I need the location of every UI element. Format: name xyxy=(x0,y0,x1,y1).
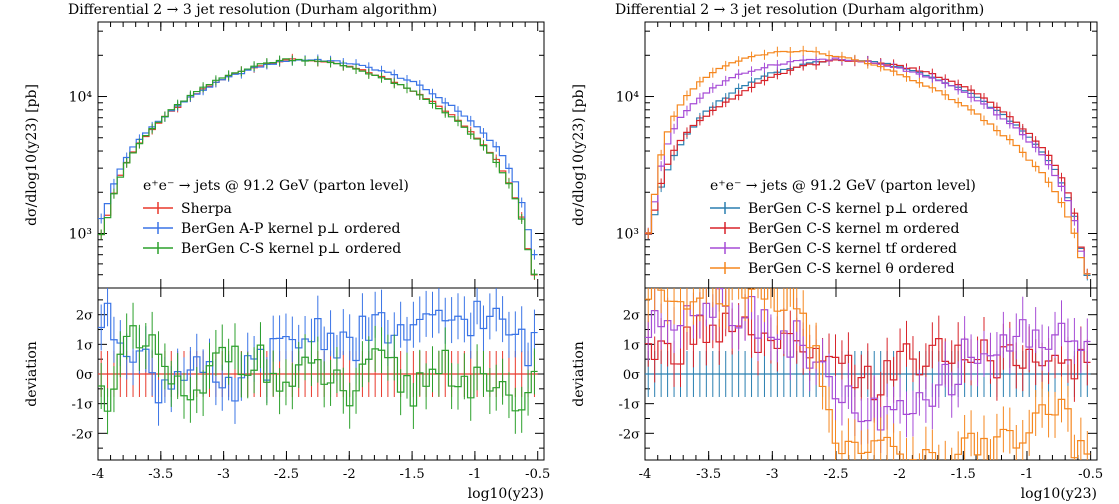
ratio-tick-label: 2σ xyxy=(623,309,640,324)
x-axis-label: log10(y23) xyxy=(1021,486,1097,502)
x-tick-label: -2.5 xyxy=(274,467,299,482)
x-tick-label: -0.5 xyxy=(1078,467,1103,482)
legend-label: BerGen C-S kernel m ordered xyxy=(748,221,959,237)
series-bergen-c-s-kernel-p-ordered-deviation-line xyxy=(98,325,538,412)
chart-title: Differential 2 → 3 jet resolution (Durha… xyxy=(615,2,984,18)
y-tick-label: 10³ xyxy=(69,226,92,242)
main-series-group xyxy=(645,45,1091,281)
legend-label: Sherpa xyxy=(181,201,232,217)
legend-label: BerGen C-S kernel tf ordered xyxy=(748,241,957,257)
ratio-tick-label: 1σ xyxy=(76,338,93,353)
series-bergen-c-s-kernel-ordered-line xyxy=(645,50,1091,275)
x-axis-label: log10(y23) xyxy=(468,486,544,502)
legend-label: BerGen C-S kernel p⊥ ordered xyxy=(748,201,968,217)
ratio-tick-label: 2σ xyxy=(76,309,93,324)
ratio-tick-label: 1σ xyxy=(623,338,640,353)
y-tick-label: 10³ xyxy=(616,226,639,242)
x-tick-label: -4 xyxy=(92,467,105,482)
ratio-tick-label: 0σ xyxy=(76,368,93,383)
y-axis-label: dσ/dlog10(y23) [pb] xyxy=(571,84,587,226)
x-tick-label: -1.5 xyxy=(400,467,425,482)
legend-label: BerGen C-S kernel p⊥ ordered xyxy=(181,241,401,257)
legend-label: BerGen C-S kernel θ ordered xyxy=(748,261,955,277)
ratio-tick-label: 0σ xyxy=(623,368,640,383)
x-tick-label: -1 xyxy=(469,467,482,482)
x-tick-label: -0.5 xyxy=(525,467,550,482)
x-tick-label: -2.5 xyxy=(823,467,848,482)
series-bergen-a-p-kernel-p-ordered-deviation-line xyxy=(98,300,538,404)
main-series-group xyxy=(98,53,538,280)
process-annotation: e⁺e⁻ → jets @ 91.2 GeV (parton level) xyxy=(143,178,409,194)
x-tick-label: -3 xyxy=(766,467,779,482)
process-annotation: e⁺e⁻ → jets @ 91.2 GeV (parton level) xyxy=(710,178,976,194)
ratio-series-group xyxy=(645,288,1091,460)
x-tick-label: -1 xyxy=(1021,467,1034,482)
y-axis-label: dσ/dlog10(y23) [pb] xyxy=(24,84,40,226)
x-tick-label: -2 xyxy=(343,467,356,482)
x-tick-label: -1.5 xyxy=(951,467,976,482)
ratio-tick-label: -1σ xyxy=(618,398,640,413)
y-tick-label: 10⁴ xyxy=(616,90,640,106)
x-tick-label: -3.5 xyxy=(148,467,173,482)
legend-label: BerGen A-P kernel p⊥ ordered xyxy=(181,221,401,237)
ratio-y-axis-label: deviation xyxy=(571,341,587,407)
ratio-tick-label: -1σ xyxy=(71,398,93,413)
chart-panel-1: Differential 2 → 3 jet resolution (Durha… xyxy=(24,2,550,502)
y-tick-label: 10⁴ xyxy=(69,90,93,106)
x-tick-label: -3.5 xyxy=(696,467,721,482)
ratio-series-group xyxy=(98,288,538,435)
x-tick-label: -3 xyxy=(217,467,230,482)
series-bergen-c-s-kernel-m-ordered-deviation-line xyxy=(645,312,1091,401)
x-tick-label: -2 xyxy=(893,467,906,482)
chart-title: Differential 2 → 3 jet resolution (Durha… xyxy=(68,2,437,18)
ratio-tick-label: -2σ xyxy=(618,427,640,442)
ratio-tick-label: -2σ xyxy=(71,427,93,442)
series-bergen-c-s-kernel-p-ordered-line xyxy=(98,58,538,275)
x-tick-label: -4 xyxy=(639,467,652,482)
chart-panel-2: Differential 2 → 3 jet resolution (Durha… xyxy=(571,2,1103,502)
series-bergen-c-s-kernel-ordered-deviation-line xyxy=(645,288,1091,460)
ratio-y-axis-label: deviation xyxy=(24,341,40,407)
series-bergen-c-s-kernel-tf-ordered-deviation-line xyxy=(645,288,1091,431)
